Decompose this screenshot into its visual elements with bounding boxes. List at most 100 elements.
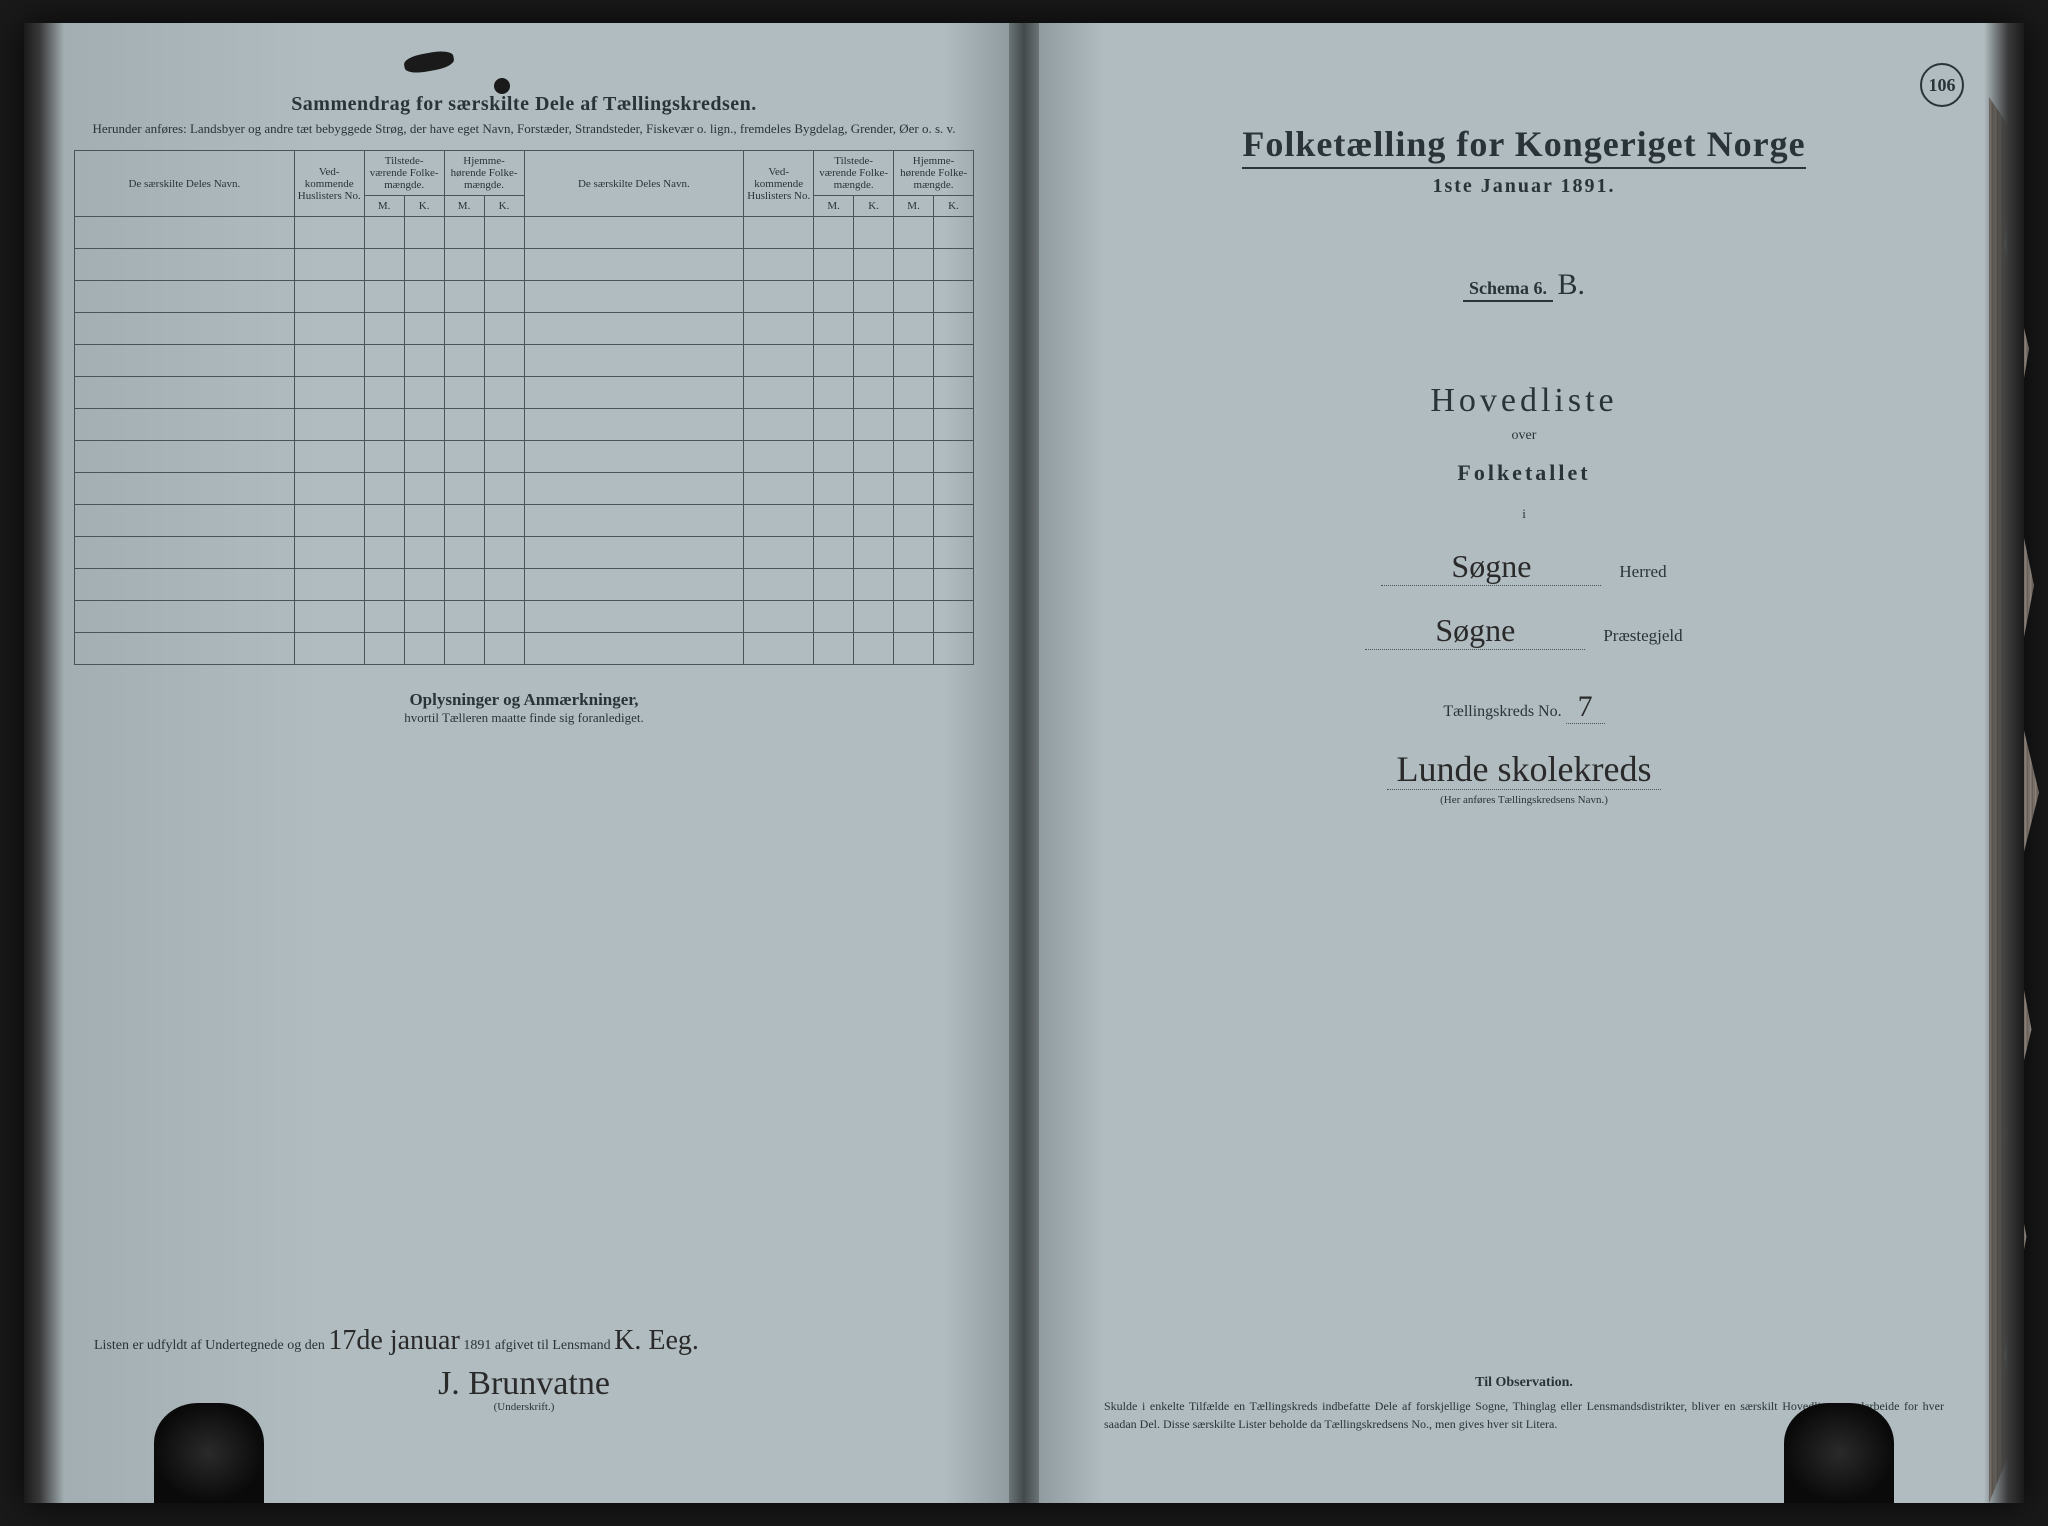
table-cell xyxy=(894,569,934,601)
table-cell xyxy=(894,409,934,441)
table-cell xyxy=(75,569,295,601)
table-cell xyxy=(744,217,814,249)
table-cell xyxy=(294,441,364,473)
table-cell xyxy=(524,249,744,281)
col-present: Tilstede-værende Folke-mængde. xyxy=(364,151,444,196)
table-cell xyxy=(444,281,484,313)
sub-m: M. xyxy=(894,196,934,217)
summary-title: Sammendrag for særskilte Dele af Tælling… xyxy=(74,93,974,116)
prestegjeld-value: Søgne xyxy=(1435,612,1515,648)
table-cell xyxy=(934,505,974,537)
notes-title: Oplysninger og Anmærkninger, xyxy=(74,690,974,710)
table-cell xyxy=(854,473,894,505)
table-cell xyxy=(484,473,524,505)
kreds-name: Lunde skolekreds xyxy=(1387,749,1662,790)
folketallet-heading: Folketallet xyxy=(1074,460,1974,486)
table-cell xyxy=(934,345,974,377)
kreds-no: 7 xyxy=(1566,690,1605,724)
notes-subtitle: hvortil Tælleren maatte finde sig foranl… xyxy=(74,710,974,726)
page-number-text: 106 xyxy=(1929,75,1956,96)
schema-letter: B. xyxy=(1557,268,1585,301)
table-cell xyxy=(444,345,484,377)
table-cell xyxy=(444,441,484,473)
sub-m: M. xyxy=(814,196,854,217)
table-cell xyxy=(744,313,814,345)
table-cell xyxy=(894,441,934,473)
table-cell xyxy=(934,217,974,249)
table-cell xyxy=(444,217,484,249)
kreds-label: Tællingskreds No. xyxy=(1443,703,1561,720)
binding-right xyxy=(1984,23,2024,1503)
table-cell xyxy=(524,217,744,249)
table-cell xyxy=(364,633,404,665)
table-cell xyxy=(364,537,404,569)
table-cell xyxy=(404,281,444,313)
table-cell xyxy=(444,409,484,441)
table-row xyxy=(75,409,974,441)
table-cell xyxy=(404,569,444,601)
table-cell xyxy=(894,281,934,313)
clip-right xyxy=(1784,1403,1894,1503)
table-cell xyxy=(444,313,484,345)
binding-left xyxy=(24,23,64,1503)
table-cell xyxy=(364,409,404,441)
table-cell xyxy=(934,409,974,441)
table-cell xyxy=(294,633,364,665)
table-cell xyxy=(404,249,444,281)
table-cell xyxy=(524,281,744,313)
table-cell xyxy=(404,441,444,473)
col-present-2: Tilstede-værende Folke-mængde. xyxy=(814,151,894,196)
observation-title: Til Observation. xyxy=(1104,1375,1944,1391)
left-header: Sammendrag for særskilte Dele af Tælling… xyxy=(74,93,974,138)
table-cell xyxy=(894,473,934,505)
kreds-no-line: Tællingskreds No. 7 xyxy=(1074,690,1974,724)
table-cell xyxy=(854,441,894,473)
table-cell xyxy=(744,441,814,473)
table-cell xyxy=(814,281,854,313)
table-cell xyxy=(524,537,744,569)
table-cell xyxy=(744,505,814,537)
table-cell xyxy=(444,377,484,409)
table-cell xyxy=(75,409,295,441)
herred-row: Søgne Herred xyxy=(1074,548,1974,586)
table-cell xyxy=(854,601,894,633)
table-cell xyxy=(744,377,814,409)
table-cell xyxy=(294,409,364,441)
table-cell xyxy=(294,505,364,537)
table-cell xyxy=(524,505,744,537)
table-cell xyxy=(75,505,295,537)
table-cell xyxy=(444,569,484,601)
col-no: Ved-kommende Huslisters No. xyxy=(294,151,364,217)
table-cell xyxy=(524,473,744,505)
herred-label: Herred xyxy=(1619,562,1666,582)
table-cell xyxy=(814,409,854,441)
page-number: 106 xyxy=(1920,63,1964,107)
col-name-2: De særskilte Deles Navn. xyxy=(524,151,744,217)
sig-signer: J. Brunvatne xyxy=(438,1365,610,1402)
table-cell xyxy=(404,409,444,441)
table-cell xyxy=(894,377,934,409)
table-cell xyxy=(894,601,934,633)
col-home-2: Hjemme-hørende Folke-mængde. xyxy=(894,151,974,196)
table-cell xyxy=(854,281,894,313)
table-cell xyxy=(744,345,814,377)
table-cell xyxy=(524,633,744,665)
table-cell xyxy=(294,249,364,281)
table-cell xyxy=(814,441,854,473)
table-cell xyxy=(934,249,974,281)
table-cell xyxy=(484,377,524,409)
table-cell xyxy=(934,473,974,505)
table-cell xyxy=(744,633,814,665)
table-cell xyxy=(444,633,484,665)
table-cell xyxy=(364,345,404,377)
table-cell xyxy=(444,473,484,505)
table-cell xyxy=(404,377,444,409)
table-cell xyxy=(814,601,854,633)
table-cell xyxy=(894,345,934,377)
table-cell xyxy=(364,441,404,473)
table-cell xyxy=(444,601,484,633)
table-cell xyxy=(524,345,744,377)
table-cell xyxy=(75,217,295,249)
kreds-note: (Her anføres Tællingskredsens Navn.) xyxy=(1074,794,1974,806)
left-page: Sammendrag for særskilte Dele af Tælling… xyxy=(24,23,1024,1503)
